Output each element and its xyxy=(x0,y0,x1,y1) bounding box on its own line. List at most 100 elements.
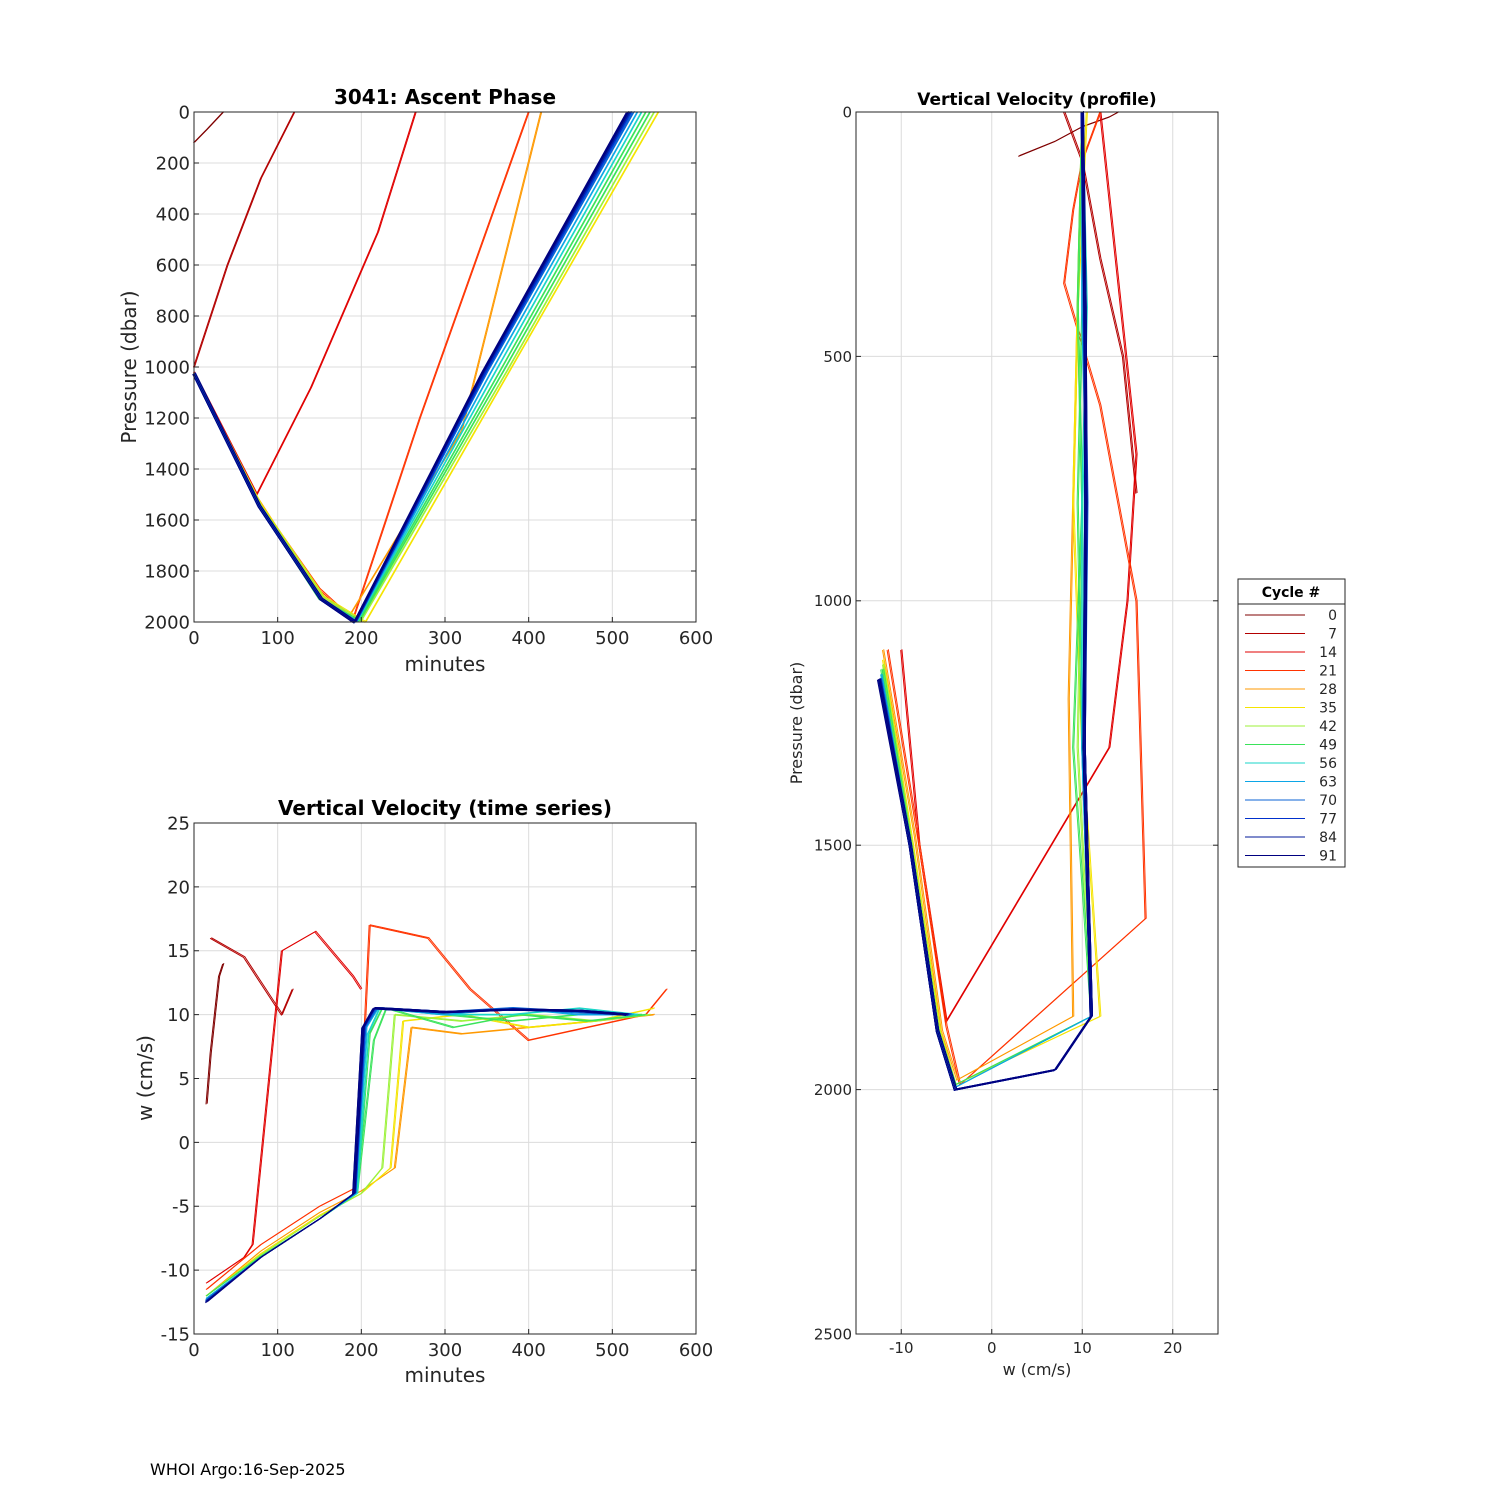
timeseries-y-tick-label: -5 xyxy=(172,1197,190,1218)
ascent-x-ticks: 0 100 200 300 400 500 600 xyxy=(188,617,713,649)
ascent-series-line-cycle-7 xyxy=(194,111,417,496)
timeseries-y-tick-label: 5 xyxy=(179,1069,190,1090)
ascent-title: 3041: Ascent Phase xyxy=(334,85,556,109)
ascent-y-tick-label: 200 xyxy=(156,153,190,174)
ascent-y-tick-label: 800 xyxy=(156,306,190,327)
profile-series-line-cycle-28 xyxy=(883,111,1102,1086)
profile-series-line-cycle-0b xyxy=(1064,111,1138,493)
profile-x-tick-label: 0 xyxy=(987,1339,997,1357)
ascent-x-tick-label: 200 xyxy=(344,628,378,649)
ascent-y-tick-label: 600 xyxy=(156,255,190,276)
profile-y-tick-label: 1000 xyxy=(814,592,852,610)
profile-series-line-cycle-14 xyxy=(887,111,1147,1086)
timeseries-x-tick-label: 100 xyxy=(260,1340,294,1361)
timeseries-series-line-cycle-0 xyxy=(206,962,225,1104)
ascent-series xyxy=(192,111,660,624)
profile-series xyxy=(876,111,1147,1091)
ascent-series-line-cycle-0 xyxy=(194,111,225,143)
profile-panel: -10 0 10 20 0 500 1000 1500 2000 2500 Vertical V… xyxy=(787,90,1219,1379)
ascent-x-tick-label: 400 xyxy=(511,628,545,649)
timeseries-y-tick-label: 0 xyxy=(179,1133,190,1154)
legend-entries: 0 7 14 21 28 35 42 49 56 63 70 77 84 91 xyxy=(1245,608,1337,865)
timeseries-series-line-cycle-7 xyxy=(206,930,363,1283)
profile-y-tick-label: 0 xyxy=(842,103,852,121)
timeseries-x-tick-label: 300 xyxy=(428,1340,462,1361)
legend-label: 7 xyxy=(1328,627,1337,643)
ascent-x-tick-label: 600 xyxy=(679,628,713,649)
legend-label: 91 xyxy=(1319,849,1337,865)
timeseries-y-label: w (cm/s) xyxy=(133,1035,157,1121)
ascent-y-tick-label: 1400 xyxy=(144,459,190,480)
timeseries-y-ticks: 25 20 15 10 5 0 -5 -10 -15 xyxy=(161,813,696,1345)
timeseries-series-line-cycle-28 xyxy=(206,1007,655,1296)
legend-label: 49 xyxy=(1319,738,1337,754)
ascent-y-label: Pressure (dbar) xyxy=(117,290,141,443)
ascent-x-label: minutes xyxy=(405,652,486,676)
timeseries-x-tick-label: 600 xyxy=(679,1340,713,1361)
timeseries-series-line-cycle-0b xyxy=(211,937,294,1016)
profile-x-tick-label: -10 xyxy=(889,1339,914,1357)
profile-series-line-cycle-91 xyxy=(878,111,1092,1091)
profile-series-line-cycle-91 xyxy=(876,112,1091,1091)
legend-label: 28 xyxy=(1319,682,1337,698)
timeseries-panel: 0 100 200 300 400 500 600 25 20 15 10 5 0 -5 -10 -15 V… xyxy=(133,796,713,1387)
profile-x-label: w (cm/s) xyxy=(1003,1360,1072,1379)
legend-label: 21 xyxy=(1319,664,1337,680)
timeseries-y-tick-label: 15 xyxy=(167,941,190,962)
ascent-y-tick-label: 1200 xyxy=(144,408,190,429)
profile-y-label: Pressure (dbar) xyxy=(787,662,806,785)
timeseries-x-tick-label: 200 xyxy=(344,1340,378,1361)
ascent-series-line-cycle-0b xyxy=(192,112,295,368)
ascent-series-line-cycle-0b xyxy=(194,111,296,367)
timeseries-x-label: minutes xyxy=(405,1363,486,1387)
timeseries-y-tick-label: 25 xyxy=(167,813,190,834)
timeseries-series xyxy=(205,924,668,1304)
profile-axes-box xyxy=(855,111,1219,1335)
ascent-y-ticks: 0 200 400 600 800 1000 1200 1400 1600 1800 2000 xyxy=(144,102,696,633)
timeseries-x-tick-label: 0 xyxy=(188,1340,199,1361)
legend-label: 77 xyxy=(1319,812,1337,828)
ascent-y-tick-label: 1600 xyxy=(144,510,190,531)
ascent-y-tick-label: 2000 xyxy=(144,612,190,633)
timeseries-y-tick-label: 10 xyxy=(167,1005,190,1026)
timeseries-x-tick-label: 500 xyxy=(595,1340,629,1361)
profile-x-tick-label: 10 xyxy=(1073,1339,1092,1357)
ascent-y-tick-label: 400 xyxy=(156,204,190,225)
profile-series-line-cycle-0b xyxy=(1063,112,1137,494)
profile-plot-area xyxy=(856,112,1218,1334)
profile-x-ticks: -10 0 10 20 xyxy=(889,1329,1182,1357)
ascent-panel: 0 100 200 300 400 500 600 0 200 400 600 800 1000 120… xyxy=(117,85,713,676)
timeseries-title: Vertical Velocity (time series) xyxy=(278,796,612,820)
profile-series-line-cycle-14 xyxy=(886,112,1146,1086)
ascent-series-line-cycle-91 xyxy=(192,112,627,624)
timeseries-series-line-cycle-0 xyxy=(205,963,224,1105)
ascent-y-tick-label: 0 xyxy=(179,102,190,123)
timeseries-series-line-cycle-14 xyxy=(206,924,668,1290)
legend-label: 63 xyxy=(1319,775,1337,791)
legend-label: 84 xyxy=(1319,830,1337,846)
ascent-x-tick-label: 300 xyxy=(428,628,462,649)
legend-label: 35 xyxy=(1319,701,1337,717)
profile-title: Vertical Velocity (profile) xyxy=(917,90,1156,110)
profile-y-tick-label: 1500 xyxy=(814,837,852,855)
legend-label: 56 xyxy=(1319,756,1337,772)
profile-series-line-cycle-91 xyxy=(879,111,1094,1090)
ascent-y-tick-label: 1000 xyxy=(144,357,190,378)
ascent-series-line-cycle-91 xyxy=(193,111,628,623)
profile-y-tick-label: 2500 xyxy=(814,1325,852,1343)
legend-label: 70 xyxy=(1319,793,1337,809)
timeseries-y-tick-label: 20 xyxy=(167,877,190,898)
legend-label: 42 xyxy=(1319,719,1337,735)
ascent-y-tick-label: 1800 xyxy=(144,561,190,582)
timeseries-series-line-cycle-0b xyxy=(209,937,293,1017)
ascent-x-tick-label: 0 xyxy=(188,628,199,649)
timeseries-series-line-cycle-91 xyxy=(207,1006,629,1302)
legend-label: 0 xyxy=(1328,608,1337,624)
legend: Cycle # 0 7 14 21 28 35 42 49 56 63 70 77 84 91 xyxy=(1237,578,1346,868)
timeseries-y-tick-label: -10 xyxy=(161,1261,190,1282)
timeseries-x-tick-label: 400 xyxy=(511,1340,545,1361)
timeseries-series-line-cycle-35 xyxy=(206,1013,651,1296)
profile-y-tick-label: 2000 xyxy=(814,1081,852,1099)
ascent-x-tick-label: 500 xyxy=(595,628,629,649)
